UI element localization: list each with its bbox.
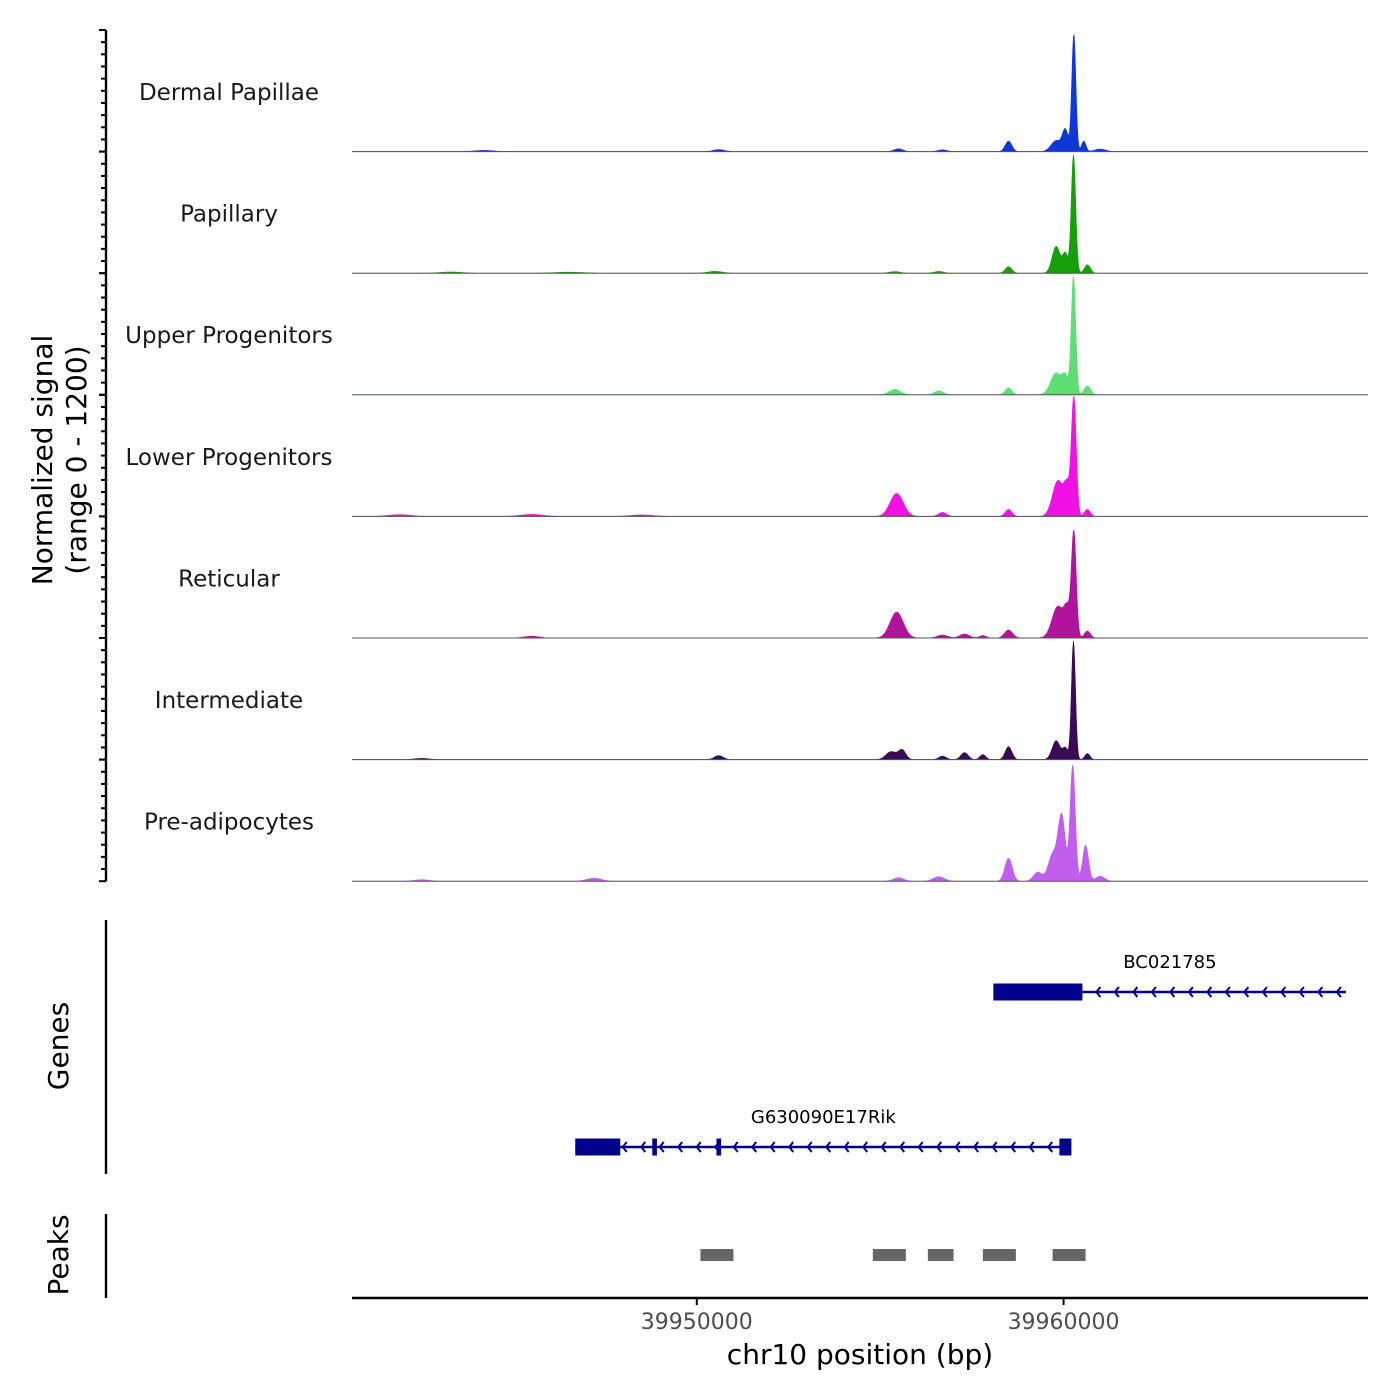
track-reticular: Reticular [178, 530, 1368, 639]
gene-exon [652, 1138, 657, 1156]
x-axis-label: chr10 position (bp) [727, 1338, 993, 1371]
peak-region [927, 1249, 954, 1261]
track-signal-area [352, 154, 1368, 274]
track-papillary: Papillary [180, 154, 1368, 274]
x-axis: 39950000 39960000 [352, 1296, 1368, 1335]
strand-arrow [1187, 986, 1194, 998]
strand-arrow [750, 1141, 758, 1153]
track-signal-area [352, 641, 1368, 760]
y-axis-label-range: (range 0 - 1200) [60, 345, 93, 574]
strand-arrow [695, 1141, 702, 1153]
strand-arrow [843, 1141, 850, 1153]
strand-arrow [954, 1141, 961, 1153]
strand-arrow [824, 1141, 832, 1153]
strand-arrow [1169, 986, 1176, 998]
x-tick-label: 39960000 [1008, 1310, 1120, 1335]
gene-g630090e17rik: G630090E17Rik [575, 1107, 1072, 1156]
strand-arrow [972, 1141, 980, 1153]
track-signal-area [352, 396, 1368, 517]
track-label: Reticular [178, 566, 280, 592]
gene-label: G630090E17Rik [751, 1107, 896, 1128]
strand-arrow [1317, 986, 1324, 998]
track-intermediate: Intermediate [155, 641, 1368, 761]
strand-arrow [732, 1141, 739, 1153]
gene-exon [575, 1138, 621, 1156]
strand-arrow [898, 1141, 906, 1153]
strand-arrow [1046, 1141, 1054, 1153]
strand-arrow [1261, 986, 1268, 998]
strand-arrow [1335, 986, 1342, 998]
peak-region [700, 1249, 734, 1261]
track-signal-area [352, 275, 1368, 396]
strand-arrow [861, 1141, 869, 1153]
track-label: Dermal Papillae [139, 80, 319, 106]
strand-arrow [1009, 1141, 1017, 1153]
gene-exon [993, 983, 1083, 1001]
peaks-panel [104, 1214, 1086, 1298]
coverage-tracks: Dermal Papillae Papillary Upper Progenitor… [125, 34, 1368, 882]
track-label: Pre-adipocytes [144, 810, 314, 836]
strand-arrow [787, 1141, 795, 1153]
strand-arrow [1132, 986, 1139, 998]
strand-arrow [806, 1141, 813, 1153]
track-signal-area [352, 764, 1368, 882]
strand-arrow [769, 1141, 776, 1153]
peak-region [872, 1249, 906, 1261]
strand-arrow [1280, 986, 1287, 998]
strand-arrow [676, 1141, 684, 1153]
track-dermal-papillae: Dermal Papillae [139, 34, 1368, 153]
signal-y-axis [99, 29, 108, 883]
gene-bc021785: BC021785 [993, 952, 1346, 1001]
track-label: Upper Progenitors [125, 323, 333, 349]
x-tick-label: 39950000 [641, 1310, 753, 1335]
strand-arrow [935, 1141, 943, 1153]
genes-axis-label: Genes [42, 1002, 75, 1090]
track-upper-progenitors: Upper Progenitors [125, 275, 1368, 396]
gene-label: BC021785 [1123, 952, 1216, 973]
track-label: Lower Progenitors [126, 445, 333, 471]
strand-arrow [991, 1141, 998, 1153]
track-label: Papillary [180, 202, 278, 228]
strand-arrow [1224, 986, 1231, 998]
track-signal-area [352, 530, 1368, 639]
strand-arrow [621, 1141, 628, 1153]
strand-arrow [1206, 986, 1213, 998]
genes-panel: BC021785 G630090E17Rik [104, 920, 1346, 1174]
strand-arrow [880, 1141, 887, 1153]
peak-region [1052, 1249, 1086, 1261]
strand-arrow [1113, 986, 1120, 998]
track-label: Intermediate [155, 688, 303, 714]
strand-arrow [639, 1141, 647, 1153]
strand-arrow [658, 1141, 665, 1153]
track-pre-adipocytes: Pre-adipocytes [144, 764, 1368, 882]
strand-arrow [1095, 986, 1102, 998]
strand-arrow [1298, 986, 1305, 998]
track-signal-area [352, 34, 1368, 152]
strand-arrow [1150, 986, 1157, 998]
strand-arrow [1028, 1141, 1035, 1153]
peaks-axis-label: Peaks [42, 1214, 75, 1295]
peak-region [982, 1249, 1016, 1261]
y-axis-label: Normalized signal [26, 335, 59, 586]
strand-arrow [1243, 986, 1250, 998]
strand-arrow [917, 1141, 924, 1153]
track-lower-progenitors: Lower Progenitors [126, 396, 1368, 517]
gene-exon [1059, 1138, 1072, 1156]
gene-exon [716, 1138, 722, 1156]
